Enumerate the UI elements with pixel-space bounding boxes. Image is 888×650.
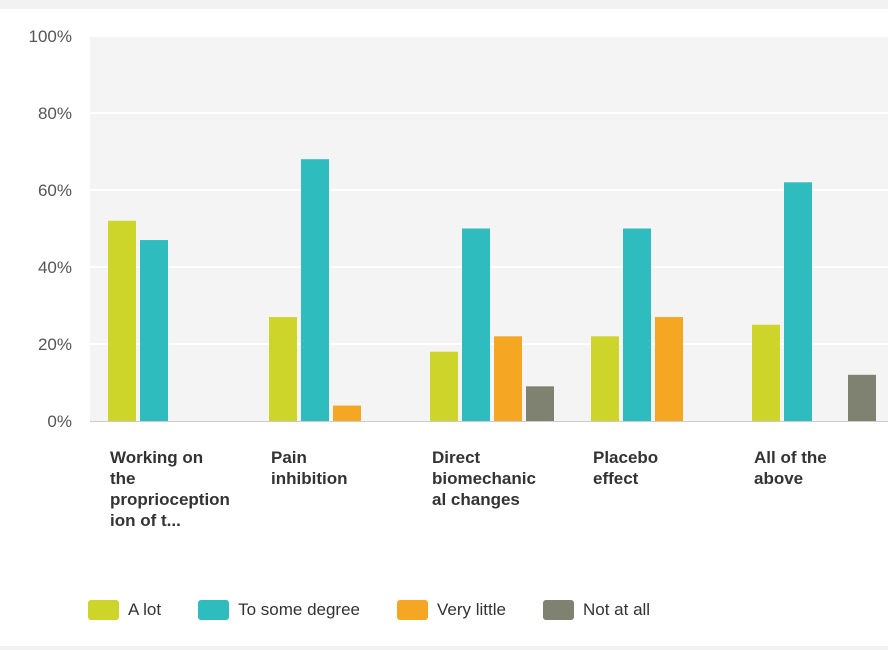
bar — [752, 324, 780, 421]
chart-legend: A lot To some degree Very little Not at all — [88, 600, 687, 620]
bar — [526, 386, 554, 421]
legend-label: Very little — [437, 600, 506, 619]
legend-item: Not at all — [542, 600, 651, 620]
x-category-label: All of the above — [754, 448, 827, 488]
legend-item: Very little — [397, 600, 506, 620]
legend-label: Not at all — [582, 600, 651, 619]
bar — [108, 220, 136, 421]
bar — [784, 182, 812, 421]
y-tick-label: 80% — [38, 104, 72, 123]
legend-swatch — [542, 600, 574, 620]
bar — [333, 405, 361, 421]
y-tick-label: 60% — [38, 181, 72, 200]
x-category-label: Working on the proprioception ion of t..… — [110, 448, 230, 530]
legend-swatch — [397, 600, 428, 620]
bar — [848, 374, 876, 421]
legend-label: To some degree — [238, 600, 360, 619]
x-category-label: Pain inhibition — [271, 448, 348, 488]
bar — [591, 336, 619, 421]
bar — [430, 351, 458, 421]
bar — [494, 336, 522, 421]
legend-item: A lot — [88, 600, 161, 620]
y-tick-label: 20% — [38, 335, 72, 354]
legend-label: A lot — [128, 600, 162, 619]
bar — [623, 228, 651, 421]
x-category-label: Placebo effect — [593, 448, 659, 488]
legend-item: To some degree — [198, 600, 360, 620]
bar — [655, 317, 683, 421]
y-tick-label: 40% — [38, 258, 72, 277]
y-tick-label: 0% — [47, 412, 72, 431]
bar — [462, 228, 490, 421]
bar — [269, 317, 297, 421]
legend-swatch — [88, 600, 119, 620]
bar — [301, 159, 329, 421]
legend-swatch — [198, 600, 230, 620]
x-category-label: Direct biomechanic al changes — [432, 448, 536, 509]
y-tick-label: 100% — [29, 27, 72, 46]
bar — [140, 240, 168, 421]
